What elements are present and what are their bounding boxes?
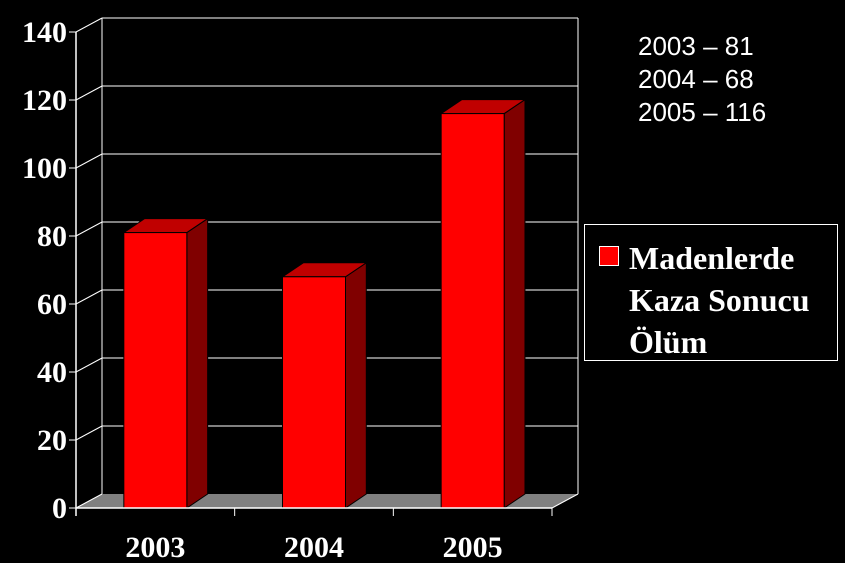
x-tick-label: 2004 bbox=[284, 531, 344, 563]
y-tick-label: 100 bbox=[22, 152, 67, 185]
y-tick-label: 140 bbox=[22, 16, 67, 49]
legend-label: Madenlerde Kaza Sonucu Ölüm bbox=[629, 240, 810, 360]
bar bbox=[440, 113, 505, 509]
gridline-depth bbox=[75, 425, 103, 441]
legend-swatch bbox=[599, 246, 619, 266]
y-tick-label: 60 bbox=[37, 288, 67, 321]
gridline-depth bbox=[75, 493, 103, 509]
y-tick-label: 20 bbox=[37, 424, 67, 457]
bar-side bbox=[186, 217, 209, 509]
gridline-depth bbox=[75, 85, 103, 101]
y-tick-label: 120 bbox=[22, 84, 67, 117]
gridline-depth bbox=[75, 221, 103, 237]
gridline-depth bbox=[75, 153, 103, 169]
bar-side bbox=[503, 98, 526, 509]
y-tick-label: 40 bbox=[37, 356, 67, 389]
x-tick-label: 2005 bbox=[443, 531, 503, 563]
gridline-depth bbox=[75, 289, 103, 305]
value-annotation: 2003 – 81 2004 – 68 2005 – 116 bbox=[638, 30, 766, 129]
annotation-line: 2004 – 68 bbox=[638, 64, 754, 94]
floor-edge bbox=[551, 493, 579, 509]
gridline-depth bbox=[75, 357, 103, 373]
bar-side bbox=[345, 261, 367, 509]
y-tick-label: 80 bbox=[37, 220, 67, 253]
bar bbox=[123, 232, 188, 509]
x-tick-label: 2003 bbox=[125, 531, 185, 563]
legend: Madenlerde Kaza Sonucu Ölüm bbox=[584, 224, 838, 361]
gridline-depth bbox=[75, 17, 103, 33]
annotation-line: 2003 – 81 bbox=[638, 31, 754, 61]
bar bbox=[282, 276, 346, 509]
y-tick-label: 0 bbox=[52, 492, 67, 525]
annotation-line: 2005 – 116 bbox=[638, 97, 767, 127]
